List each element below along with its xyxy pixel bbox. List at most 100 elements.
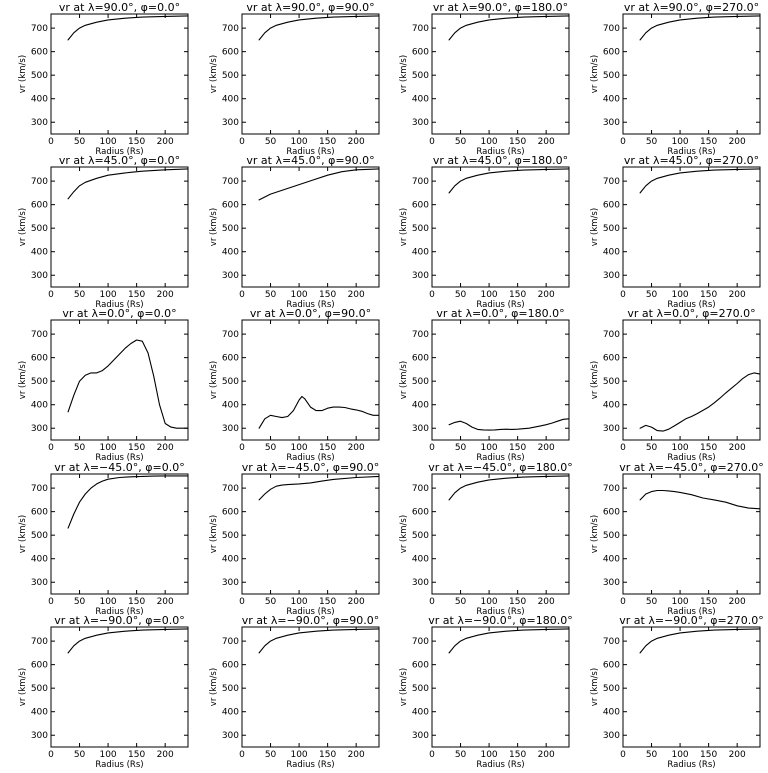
x-tick-label: 200 [729, 137, 746, 147]
x-tick-label: 150 [319, 750, 336, 760]
x-tick-label: 50 [455, 750, 467, 760]
x-tick-label: 50 [74, 597, 86, 607]
x-tick-label: 150 [700, 443, 717, 453]
y-tick-label: 600 [412, 201, 429, 211]
panel-title: vr at λ=−45.0°, φ=90.0° [242, 461, 379, 474]
x-tick-label: 150 [128, 443, 145, 453]
y-tick-label: 700 [412, 637, 429, 647]
panel: vr at λ=−45.0°, φ=180.0° 0 50 100 150 200 300 4… [399, 461, 573, 617]
x-tick-label: 200 [157, 290, 174, 300]
x-tick-label: 50 [646, 137, 658, 147]
plot-frame [431, 319, 570, 441]
plot-frame [431, 626, 570, 748]
plot-frame [50, 13, 189, 135]
panel-title: vr at λ=45.0°, φ=90.0° [246, 154, 374, 167]
y-axis-label: vr (km/s) [399, 55, 409, 93]
x-tick-label: 100 [99, 443, 116, 453]
y-tick-label: 300 [31, 271, 48, 281]
x-tick-label: 150 [128, 597, 145, 607]
y-tick-label: 500 [31, 684, 48, 694]
plot-frame [622, 166, 761, 288]
x-axis-label: Radius (Rs) [95, 147, 143, 157]
y-tick-label: 400 [222, 708, 239, 718]
y-tick-label: 500 [412, 224, 429, 234]
x-axis-label: Radius (Rs) [476, 300, 524, 310]
x-tick-label: 200 [157, 750, 174, 760]
plot-frame [50, 319, 189, 441]
y-tick-label: 300 [412, 271, 429, 281]
x-axis-label: Radius (Rs) [476, 147, 524, 157]
plot-frame [241, 166, 380, 288]
x-tick-label: 0 [429, 597, 435, 607]
plot-frame [622, 13, 761, 135]
y-tick-label: 500 [222, 531, 239, 541]
y-tick-label: 500 [222, 71, 239, 81]
y-tick-label: 700 [412, 330, 429, 340]
y-tick-label: 300 [412, 424, 429, 434]
y-tick-label: 400 [412, 708, 429, 718]
y-tick-label: 600 [31, 508, 48, 518]
x-tick-label: 200 [348, 597, 365, 607]
y-tick-label: 500 [412, 531, 429, 541]
y-tick-label: 700 [31, 484, 48, 494]
y-tick-label: 500 [603, 71, 620, 81]
y-axis-label: vr (km/s) [209, 515, 219, 553]
x-tick-label: 100 [99, 137, 116, 147]
y-tick-label: 400 [31, 708, 48, 718]
series-line [258, 15, 380, 41]
plot-frame [622, 319, 761, 441]
x-tick-label: 150 [509, 443, 526, 453]
y-tick-label: 300 [412, 731, 429, 741]
y-tick-label: 300 [412, 578, 429, 588]
panel-title: vr at λ=−45.0°, φ=0.0° [54, 461, 184, 474]
series-line [67, 15, 189, 41]
x-tick-label: 200 [729, 290, 746, 300]
y-axis-label: vr (km/s) [18, 515, 28, 553]
y-tick-label: 600 [222, 661, 239, 671]
y-tick-label: 600 [222, 201, 239, 211]
panel-title: vr at λ=45.0°, φ=270.0° [624, 154, 759, 167]
x-tick-label: 0 [429, 750, 435, 760]
x-tick-label: 0 [239, 290, 245, 300]
y-tick-label: 700 [222, 24, 239, 34]
y-tick-label: 700 [603, 330, 620, 340]
x-tick-label: 50 [265, 137, 277, 147]
y-tick-label: 600 [603, 354, 620, 364]
y-tick-label: 500 [31, 377, 48, 387]
x-tick-label: 50 [74, 290, 86, 300]
x-axis-label: Radius (Rs) [667, 607, 715, 617]
series-line [448, 475, 570, 501]
x-tick-label: 0 [239, 137, 245, 147]
x-tick-label: 200 [729, 443, 746, 453]
y-tick-label: 300 [222, 578, 239, 588]
series-line [639, 372, 761, 432]
x-tick-label: 100 [290, 750, 307, 760]
y-tick-label: 700 [603, 484, 620, 494]
series-line [258, 168, 380, 201]
y-tick-label: 600 [31, 354, 48, 364]
y-axis-label: vr (km/s) [209, 55, 219, 93]
x-tick-label: 100 [290, 443, 307, 453]
x-tick-label: 50 [646, 290, 658, 300]
panel: vr at λ=45.0°, φ=90.0° 0 50 100 150 200 300 400… [209, 154, 380, 310]
x-tick-label: 100 [290, 290, 307, 300]
panel: vr at λ=−45.0°, φ=0.0° 0 50 100 150 200 300 400… [18, 461, 189, 617]
y-tick-label: 400 [603, 248, 620, 258]
x-tick-label: 200 [538, 443, 555, 453]
x-axis-label: Radius (Rs) [667, 760, 715, 768]
panel: vr at λ=−45.0°, φ=270.0° 0 50 100 150 200 300 4… [590, 461, 764, 617]
y-tick-label: 700 [31, 24, 48, 34]
series-line [448, 418, 570, 431]
y-tick-label: 600 [31, 661, 48, 671]
x-tick-label: 150 [319, 597, 336, 607]
series-line [448, 168, 570, 194]
x-tick-label: 150 [700, 750, 717, 760]
x-tick-label: 50 [646, 750, 658, 760]
plot-frame [241, 13, 380, 135]
x-tick-label: 50 [455, 137, 467, 147]
y-tick-label: 400 [31, 95, 48, 105]
x-tick-label: 200 [157, 443, 174, 453]
x-tick-label: 150 [128, 137, 145, 147]
panel: vr at λ=−45.0°, φ=90.0° 0 50 100 150 200 300 40… [209, 461, 380, 617]
